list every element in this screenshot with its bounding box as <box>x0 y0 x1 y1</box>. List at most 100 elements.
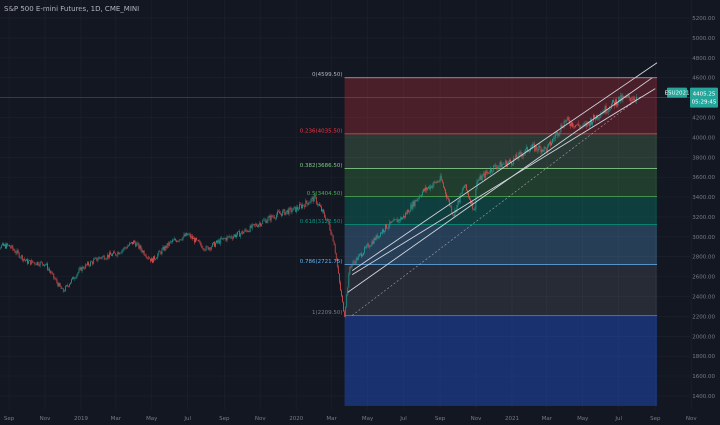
candle-body <box>386 224 387 229</box>
candle-body <box>579 125 581 128</box>
candle-body <box>354 262 356 264</box>
candle-body <box>433 181 435 186</box>
candle-body <box>270 215 272 221</box>
candle-body <box>375 234 377 241</box>
candle-body <box>313 194 315 202</box>
candle-body <box>320 205 321 207</box>
candle-body <box>95 257 97 259</box>
candle-body <box>416 199 418 202</box>
candle-body <box>211 243 213 247</box>
candle-body <box>98 257 100 260</box>
candle-body <box>140 245 142 250</box>
candle-body <box>578 123 580 126</box>
candle-body <box>145 255 147 258</box>
candle-body <box>176 240 177 242</box>
candle-body <box>536 145 538 150</box>
candle-body <box>271 215 273 218</box>
candle-body <box>237 231 238 235</box>
candle-body <box>404 215 405 218</box>
candle-body <box>408 210 410 213</box>
candle-body <box>505 161 507 167</box>
candle-body <box>109 252 110 258</box>
candle-body <box>187 234 189 236</box>
candle-body <box>421 191 423 196</box>
candle-body <box>194 237 195 243</box>
channel-lines[interactable] <box>347 62 658 316</box>
candle-body <box>161 249 163 254</box>
candle-body <box>292 207 294 211</box>
candle-body <box>50 271 51 273</box>
candle-body <box>410 204 412 212</box>
candle-body <box>499 161 501 166</box>
candle-body <box>350 266 352 268</box>
candle-body <box>412 201 414 209</box>
fib-zones <box>344 77 658 406</box>
candle-body <box>538 145 540 151</box>
candle-body <box>342 295 343 302</box>
x-tick-label: Jul <box>614 416 622 422</box>
candle-body <box>298 209 299 210</box>
candle-body <box>432 185 434 188</box>
candle-body <box>46 263 47 265</box>
candle-body <box>456 204 458 212</box>
candle-body <box>482 173 484 176</box>
candle-body <box>181 239 183 241</box>
candle-body <box>277 211 278 215</box>
y-tick-label: 2200.00 <box>692 314 715 320</box>
candle-body <box>510 159 511 162</box>
candle-body <box>630 99 632 101</box>
candle-body <box>547 143 549 147</box>
candle-body <box>552 139 553 143</box>
candle-body <box>368 244 370 248</box>
candle-body <box>184 234 186 237</box>
x-tick-label: Sep <box>435 416 446 422</box>
candle-body <box>340 282 341 291</box>
candle-body <box>218 240 219 243</box>
candle-body <box>96 257 98 261</box>
candle-body <box>90 261 91 266</box>
candle-body <box>478 179 480 181</box>
candle-body <box>389 221 391 227</box>
candle-body <box>269 216 271 221</box>
candle-body <box>406 212 407 214</box>
y-tick-label: 5000.00 <box>692 36 715 42</box>
candle-body <box>366 245 368 248</box>
candle-body <box>436 181 438 183</box>
candle-body <box>524 148 526 153</box>
candle-body <box>571 122 572 126</box>
candle-body <box>333 241 335 246</box>
candle-body <box>625 96 627 98</box>
y-tick-label: 4200.00 <box>692 115 715 121</box>
candle-body <box>139 245 141 249</box>
candle-body <box>80 267 82 271</box>
price-tag-symbol: ESU2021 <box>665 91 690 97</box>
candle-body <box>186 233 188 236</box>
candle-body <box>38 265 40 266</box>
candle-body <box>37 262 39 266</box>
candle-body <box>517 158 519 159</box>
candle-body <box>580 126 582 128</box>
candle-body <box>195 237 196 243</box>
candle-body <box>336 259 338 267</box>
y-tick-label: 3200.00 <box>692 215 715 221</box>
candle-body <box>111 254 112 256</box>
candle-body <box>619 96 621 102</box>
candle-body <box>311 197 313 199</box>
candle-body <box>62 288 64 292</box>
candle-body <box>158 251 160 255</box>
candle-body <box>369 246 371 248</box>
candle-body <box>173 240 174 241</box>
candle-body <box>549 141 550 144</box>
candle-body <box>304 205 306 208</box>
candle-body <box>48 269 49 270</box>
x-tick-label: Sep <box>650 416 661 422</box>
candle-body <box>329 224 331 231</box>
candle-body <box>72 277 74 280</box>
candle-body <box>415 200 417 202</box>
candle-body <box>113 251 114 254</box>
candle-body <box>604 106 606 114</box>
candle-body <box>562 127 564 128</box>
candle-body <box>469 197 470 200</box>
candle-body <box>207 246 209 250</box>
